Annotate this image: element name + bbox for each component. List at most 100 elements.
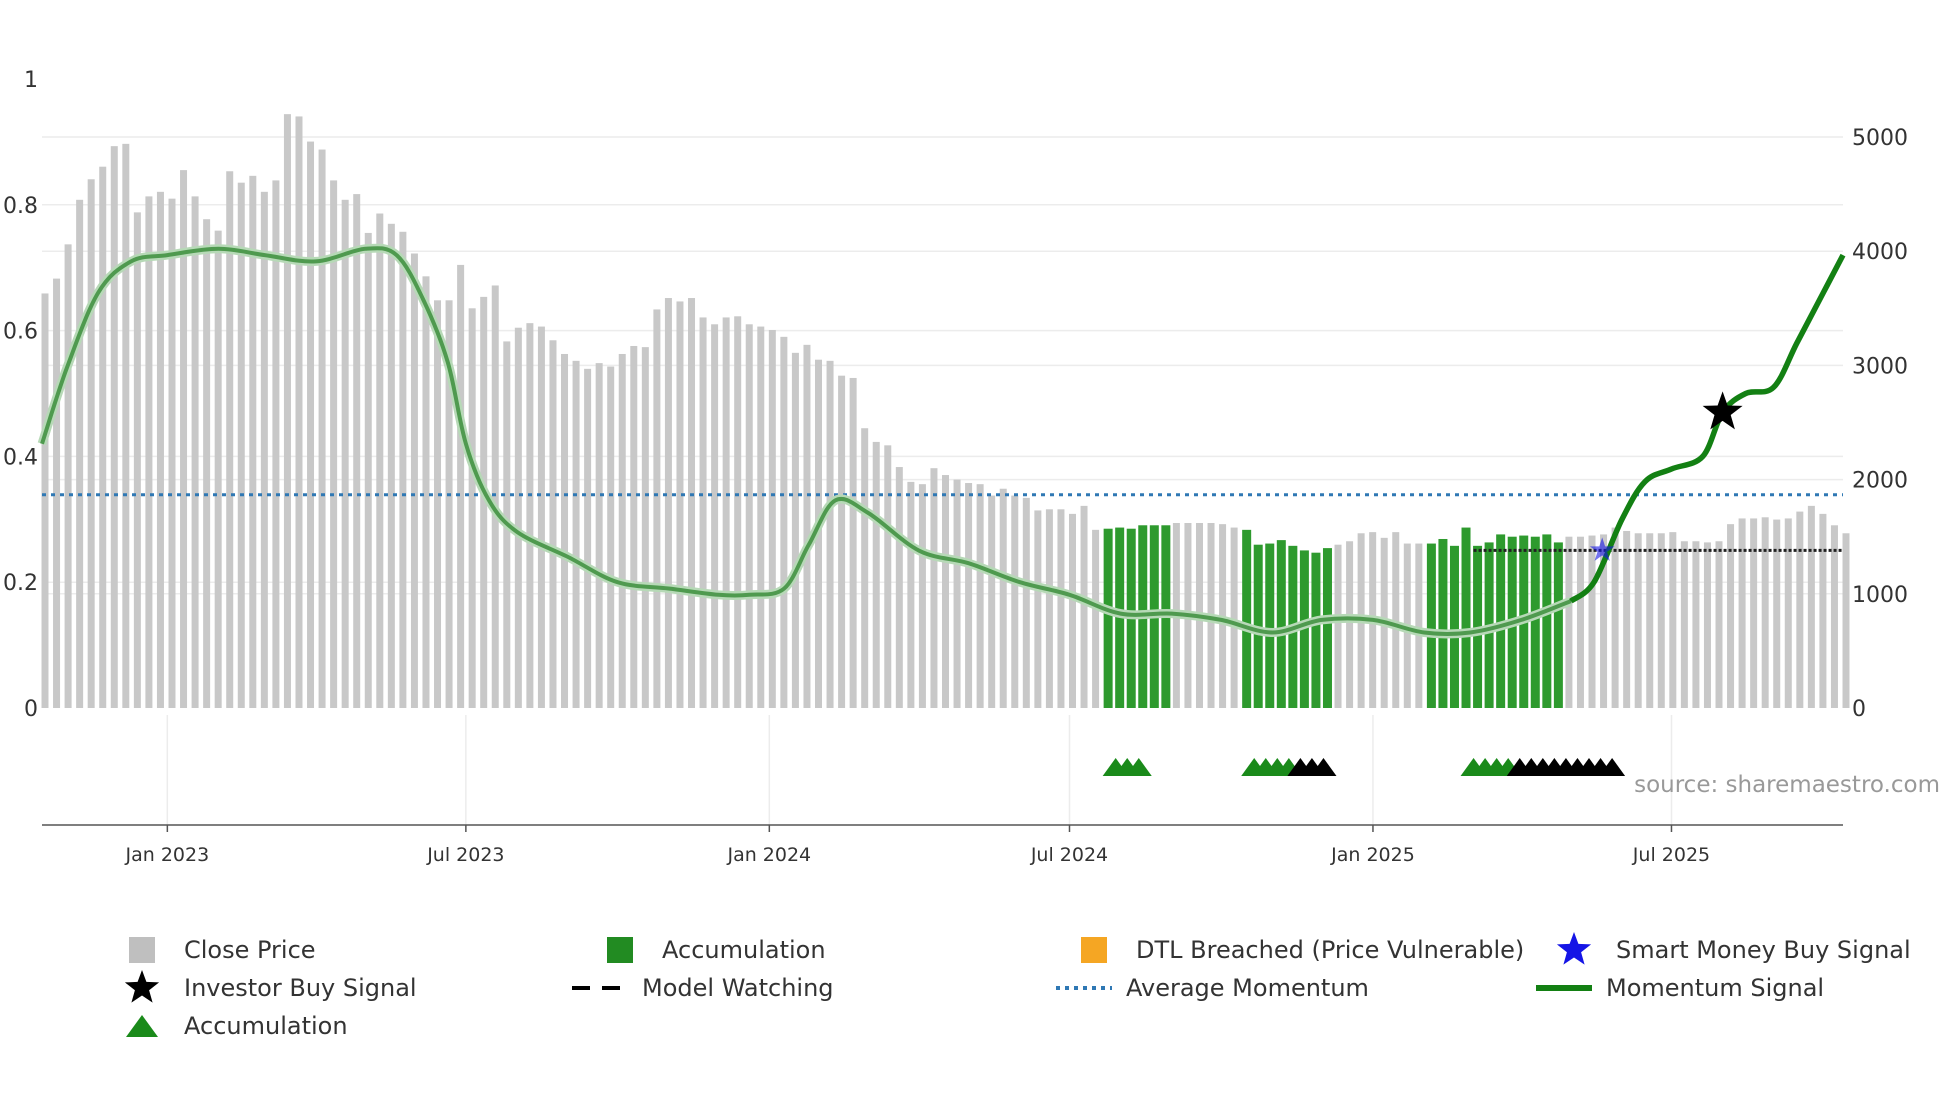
price-bar xyxy=(122,143,130,709)
price-bar xyxy=(953,479,961,708)
price-bar xyxy=(1784,518,1792,708)
price-bar xyxy=(1588,535,1596,708)
price-bar xyxy=(861,428,869,708)
price-bar xyxy=(965,483,973,708)
x-tick-label: Jul 2023 xyxy=(426,844,504,866)
price-bar xyxy=(318,149,326,708)
price-bar xyxy=(537,326,545,708)
price-bar xyxy=(76,199,84,708)
price-bar xyxy=(526,323,534,708)
accumulation-bar xyxy=(1438,538,1448,708)
right-tick-label: 4000 xyxy=(1852,240,1908,265)
left-tick-label: 0.6 xyxy=(3,320,38,345)
price-bar xyxy=(584,368,592,708)
price-bar xyxy=(653,309,661,708)
price-bar xyxy=(145,196,153,708)
axes xyxy=(42,824,1843,832)
price-bar xyxy=(1034,510,1042,708)
price-bars xyxy=(41,114,1850,709)
price-bar xyxy=(203,219,211,708)
price-bar xyxy=(595,363,603,708)
tick-labels: 0 0.2 0.4 0.6 0.8 1 0 1000 2000 3000 4000 5000 Jan 2… xyxy=(3,68,1908,866)
price-bar xyxy=(1045,509,1053,708)
accumulation-bar xyxy=(1461,527,1471,708)
x-tick-label: Jul 2024 xyxy=(1030,844,1108,866)
left-tick-label: 0.2 xyxy=(3,571,38,596)
price-bar xyxy=(410,253,418,708)
smart-money-star-icon xyxy=(1589,537,1615,561)
price-bar xyxy=(561,353,569,708)
price-bar xyxy=(1646,533,1654,708)
price-bar xyxy=(711,324,719,708)
price-bar xyxy=(1623,530,1631,708)
price-bar xyxy=(907,481,915,708)
left-tick-label: 0 xyxy=(24,697,38,722)
price-bar xyxy=(249,175,257,708)
right-tick-label: 2000 xyxy=(1852,469,1908,494)
accumulation-bar xyxy=(1426,543,1436,708)
price-bar xyxy=(1011,495,1019,708)
price-bar xyxy=(1600,534,1608,708)
price-bar xyxy=(1796,511,1804,708)
price-bar xyxy=(607,366,615,708)
price-bar xyxy=(942,475,949,708)
price-bar xyxy=(895,467,903,708)
price-bar xyxy=(1392,532,1400,708)
price-bar xyxy=(457,264,465,708)
price-bar xyxy=(133,212,141,708)
price-bar xyxy=(688,298,696,708)
price-bar xyxy=(849,377,857,708)
accumulation-bar xyxy=(1242,529,1252,708)
price-bar xyxy=(918,484,926,708)
price-bar xyxy=(180,170,188,709)
price-bar xyxy=(826,360,834,708)
price-bar xyxy=(468,308,476,708)
price-bar xyxy=(1657,533,1665,708)
price-bar xyxy=(1715,541,1723,708)
price-bar xyxy=(1738,518,1746,708)
right-tick-label: 5000 xyxy=(1852,126,1908,151)
model-watching-triangle-icon xyxy=(1599,758,1626,776)
price-bar xyxy=(999,488,1007,708)
accumulation-bar xyxy=(1496,534,1506,708)
price-bar xyxy=(1842,533,1850,708)
price-bar xyxy=(1334,544,1342,708)
price-bar xyxy=(1611,527,1619,708)
price-bar xyxy=(722,317,730,708)
price-bar xyxy=(1080,505,1088,708)
price-bar xyxy=(260,191,268,709)
left-tick-label: 0.4 xyxy=(3,445,38,470)
x-tick-label: Jan 2023 xyxy=(125,844,210,866)
price-bar xyxy=(387,223,395,709)
price-bar xyxy=(664,298,672,708)
price-bar xyxy=(1830,525,1838,708)
signal-lines xyxy=(37,243,1846,639)
price-bar xyxy=(434,300,442,708)
x-tick-label: Jul 2025 xyxy=(1632,844,1710,866)
price-bar xyxy=(376,213,384,708)
accumulation-triangle-icon xyxy=(1125,758,1152,776)
price-bar xyxy=(734,316,742,708)
price-bar xyxy=(514,327,522,708)
price-bar xyxy=(1750,518,1758,708)
price-bar xyxy=(53,278,61,708)
price-bar xyxy=(480,296,488,708)
accumulation-bar xyxy=(1276,540,1286,708)
price-bar xyxy=(1761,517,1769,708)
price-bar xyxy=(41,293,49,708)
price-bar xyxy=(1230,527,1238,708)
right-tick-label: 3000 xyxy=(1852,354,1908,379)
price-bar xyxy=(99,166,107,708)
price-bar xyxy=(1669,532,1677,708)
price-bar xyxy=(1819,513,1827,708)
accumulation-bar xyxy=(1553,542,1563,708)
price-bar xyxy=(272,180,280,708)
price-bar xyxy=(872,441,880,708)
price-bar xyxy=(699,317,707,708)
model-watching-triangle-icon xyxy=(1310,758,1337,776)
price-bar xyxy=(1576,536,1584,708)
accumulation-bar xyxy=(1449,545,1459,708)
accumulation-bar xyxy=(1542,534,1552,708)
accumulation-bar xyxy=(1530,536,1540,708)
price-bar xyxy=(191,196,199,708)
